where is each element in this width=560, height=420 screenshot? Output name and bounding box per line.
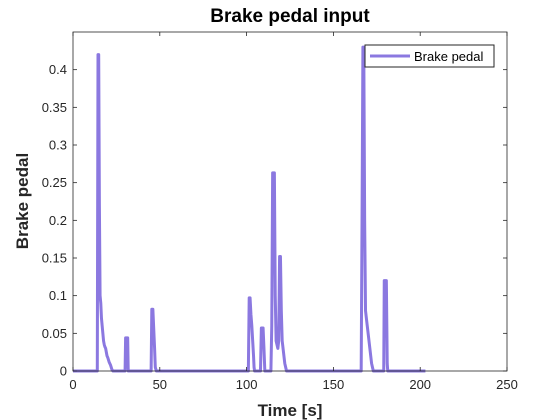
legend: Brake pedal bbox=[365, 45, 494, 67]
x-tick-label: 150 bbox=[323, 377, 345, 392]
y-tick-label: 0.4 bbox=[49, 62, 67, 77]
x-tick-label: 0 bbox=[69, 377, 76, 392]
x-axis-title: Time [s] bbox=[258, 401, 323, 420]
y-axis-title: Brake pedal bbox=[13, 153, 32, 249]
y-tick-label: 0.35 bbox=[42, 100, 67, 115]
x-tick-label: 50 bbox=[153, 377, 167, 392]
x-tick-label: 100 bbox=[236, 377, 258, 392]
x-tick-label: 250 bbox=[496, 377, 518, 392]
y-tick-label: 0.3 bbox=[49, 138, 67, 153]
chart-title: Brake pedal input bbox=[210, 6, 370, 27]
y-tick-label: 0.05 bbox=[42, 326, 67, 341]
y-tick-label: 0.15 bbox=[42, 251, 67, 266]
y-tick-label: 0.2 bbox=[49, 213, 67, 228]
y-tick-label: 0 bbox=[60, 364, 67, 379]
y-tick-label: 0.1 bbox=[49, 288, 67, 303]
legend-label: Brake pedal bbox=[414, 49, 483, 64]
x-tick-label: 200 bbox=[409, 377, 431, 392]
plot-area bbox=[73, 32, 507, 371]
y-tick-label: 0.25 bbox=[42, 175, 67, 190]
